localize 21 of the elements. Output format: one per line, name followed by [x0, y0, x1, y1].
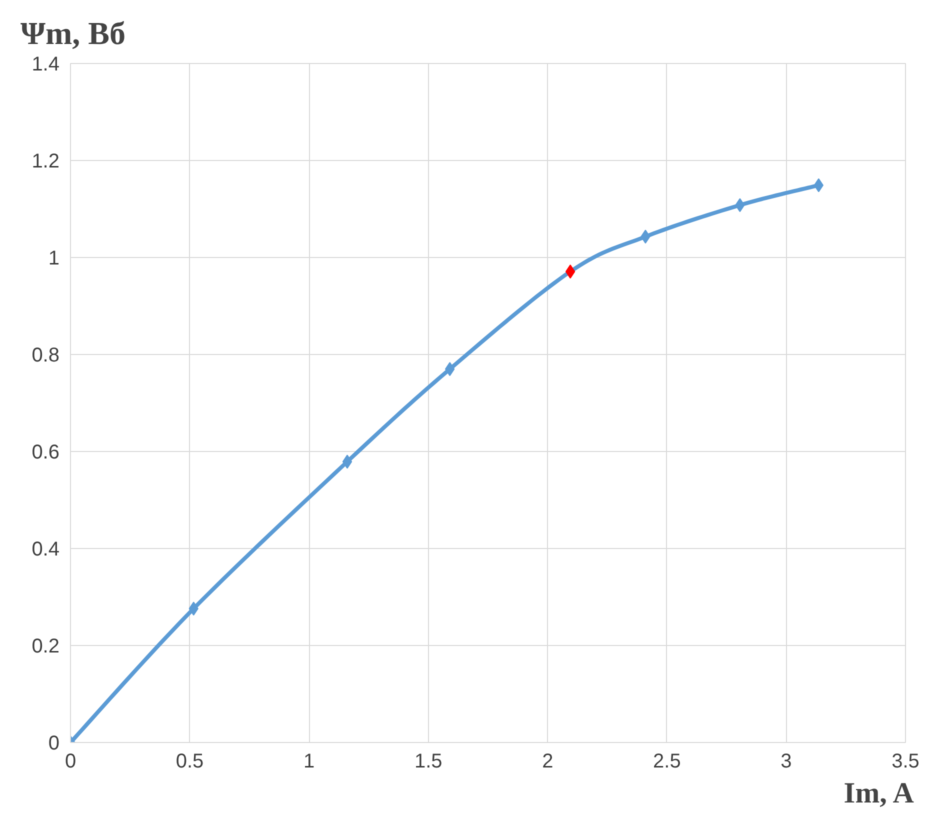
point — [565, 264, 576, 279]
x-tick-label: 3.5 — [892, 750, 920, 772]
x-tick-label: 2 — [542, 750, 554, 772]
point — [444, 362, 455, 376]
y-tick-label: 0.6 — [32, 442, 60, 464]
x-tick-label: 2.5 — [653, 750, 681, 772]
y-tick-label: 0.4 — [32, 538, 60, 560]
x-tick-label: 1 — [304, 750, 315, 772]
y-tick-label: 0.2 — [32, 636, 60, 658]
x-tick-label: 0 — [64, 750, 76, 772]
x-tick-label: 1.5 — [414, 750, 442, 772]
x-axis-title: Im, A — [844, 778, 914, 810]
y-tick-label: 1.2 — [32, 150, 60, 172]
y-axis-title: Ψm, Вб — [20, 15, 126, 51]
y-tick-label: 1 — [48, 248, 60, 270]
x-tick-label: 0.5 — [176, 750, 204, 772]
x-tick-label: 3 — [780, 750, 792, 772]
y-tick-label: 0 — [48, 732, 60, 754]
y-tick-label: 1.4 — [32, 54, 60, 76]
point — [342, 454, 352, 469]
y-tick-label: 0.8 — [32, 344, 60, 366]
